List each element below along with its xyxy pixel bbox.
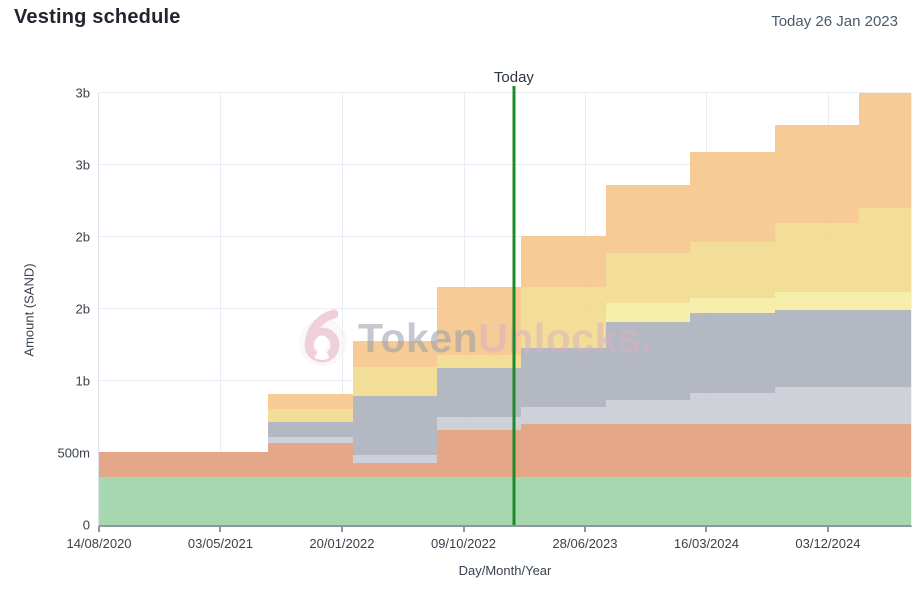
area-segment-salmon bbox=[99, 452, 268, 478]
area-segment-salmon bbox=[521, 424, 606, 478]
area-segment-yellow bbox=[353, 367, 437, 396]
area-segment-yellow bbox=[859, 208, 911, 293]
area-segment-yellow bbox=[774, 223, 860, 293]
area-segment-dark_gray bbox=[605, 321, 691, 401]
area-segment-salmon bbox=[605, 424, 691, 478]
area-segment-orange bbox=[774, 124, 860, 224]
area-segment-yellow bbox=[267, 408, 354, 423]
area-segment-green bbox=[353, 477, 437, 525]
area-segment-yellow bbox=[605, 253, 691, 303]
x-tick-label: 09/10/2022 bbox=[430, 536, 497, 551]
y-tick-label: 1b bbox=[75, 373, 90, 389]
x-tick-mark bbox=[705, 527, 708, 532]
v-gridline bbox=[341, 93, 343, 525]
area-segment-dark_gray bbox=[353, 396, 437, 456]
y-tick-label: 3b bbox=[75, 85, 90, 101]
h-gridline bbox=[99, 164, 911, 165]
x-axis-title: Day/Month/Year bbox=[458, 563, 552, 578]
area-segment-green bbox=[859, 477, 911, 525]
today-date-label: Today 26 Jan 2023 bbox=[771, 13, 898, 30]
x-tick-label: 03/12/2024 bbox=[795, 536, 861, 551]
v-gridline bbox=[220, 93, 222, 525]
area-segment-pale_yellow bbox=[690, 298, 775, 314]
area-segment-green bbox=[99, 477, 268, 525]
area-segment-salmon bbox=[353, 463, 437, 478]
area-segment-dark_gray bbox=[521, 348, 606, 408]
area-segment-orange bbox=[521, 236, 606, 288]
area-segment-yellow bbox=[521, 287, 606, 349]
y-tick-label: 2b bbox=[75, 229, 90, 245]
area-segment-salmon bbox=[436, 429, 522, 478]
area-segment-green bbox=[605, 477, 691, 525]
area-segment-green bbox=[690, 477, 775, 525]
today-line bbox=[512, 86, 516, 525]
area-segment-yellow bbox=[436, 355, 522, 369]
area-segment-orange bbox=[267, 393, 354, 409]
x-tick-label: 16/03/2024 bbox=[673, 536, 739, 551]
area-segment-orange bbox=[859, 93, 911, 209]
page-title: Vesting schedule bbox=[14, 6, 181, 28]
area-segment-green bbox=[521, 477, 606, 525]
y-axis-title: Amount (SAND) bbox=[21, 263, 37, 357]
area-segment-dark_gray bbox=[774, 310, 860, 388]
y-tick-label: 2b bbox=[75, 301, 90, 317]
y-tick-label: 0 bbox=[82, 517, 90, 533]
x-tick-label: 28/06/2023 bbox=[552, 536, 618, 551]
y-tick-label: 500m bbox=[57, 445, 90, 461]
h-gridline bbox=[99, 236, 911, 238]
x-tick-label: 03/05/2021 bbox=[187, 536, 254, 551]
area-segment-orange bbox=[436, 287, 522, 356]
area-segment-salmon bbox=[690, 424, 775, 478]
area-segment-dark_gray bbox=[690, 313, 775, 393]
area-segment-pale_yellow bbox=[859, 292, 911, 311]
area-segment-orange bbox=[605, 185, 691, 253]
area-segment-light_gray bbox=[774, 387, 860, 425]
area-segment-orange bbox=[690, 152, 775, 243]
x-tick-mark bbox=[462, 527, 465, 532]
area-segment-light_gray bbox=[436, 417, 522, 430]
area-segment-pale_yellow bbox=[774, 292, 860, 311]
area-segment-green bbox=[774, 477, 860, 525]
x-tick-mark bbox=[583, 527, 586, 532]
area-segment-light_gray bbox=[859, 387, 911, 425]
x-tick-mark bbox=[219, 527, 222, 532]
x-tick-label: 20/01/2022 bbox=[309, 536, 375, 551]
area-segment-dark_gray bbox=[267, 422, 354, 438]
area-segment-yellow bbox=[690, 242, 775, 299]
area-segment-orange bbox=[353, 340, 437, 368]
area-segment-salmon bbox=[774, 424, 860, 478]
today-line-label: Today bbox=[493, 69, 534, 86]
area-segment-salmon bbox=[267, 443, 354, 478]
area-segment-light_gray bbox=[605, 400, 691, 425]
area-segment-green bbox=[267, 477, 354, 525]
area-segment-salmon bbox=[859, 424, 911, 478]
area-segment-light_gray bbox=[353, 455, 437, 464]
area-segment-dark_gray bbox=[859, 310, 911, 388]
h-gridline bbox=[99, 92, 911, 93]
area-segment-light_gray bbox=[521, 407, 606, 425]
x-tick-mark bbox=[98, 527, 100, 532]
area-segment-dark_gray bbox=[436, 368, 522, 417]
area-segment-green bbox=[436, 477, 522, 525]
area-segment-pale_yellow bbox=[605, 302, 691, 322]
plot-area[interactable]: Amount (SAND) Day/Month/Year TokenUnlock… bbox=[22, 69, 912, 578]
x-tick-label: 14/08/2020 bbox=[66, 536, 132, 551]
x-tick-mark bbox=[826, 527, 829, 532]
y-tick-label: 3b bbox=[75, 157, 90, 173]
area-segment-light_gray bbox=[690, 392, 775, 425]
x-tick-mark bbox=[340, 527, 343, 532]
area-segment-light_gray bbox=[267, 437, 354, 444]
